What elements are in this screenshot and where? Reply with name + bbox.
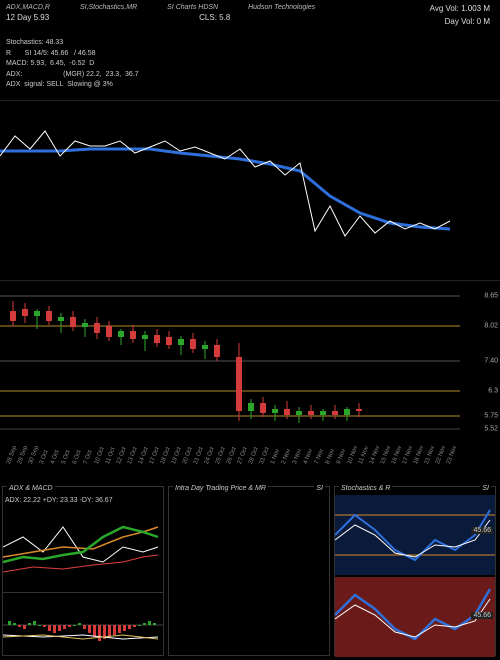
x-tick-label: 4 Oct bbox=[50, 450, 61, 466]
indicator-readout: Stochastics: 48.33 R SI 14/5: 45.66 / 46… bbox=[6, 38, 139, 91]
x-tick-label: 3 Oct bbox=[39, 450, 50, 466]
chart-header: ADX,MACD,R SI,Stochastics,MR SI Charts H… bbox=[0, 2, 500, 24]
hdr-cls: CLS: 5.8 bbox=[199, 13, 230, 22]
intraday-panel: Intra Day Trading Price & MR SI bbox=[168, 486, 330, 656]
ind-adx: ADX: (MGR) 22.2, 23.3, 36.7 bbox=[6, 70, 139, 81]
x-tick-label: 7 Nov bbox=[314, 448, 325, 465]
candlestick-chart: 8.658.027.406.35.755.52 28 Sep29 Sep30 S… bbox=[0, 280, 500, 441]
price-ma-chart bbox=[0, 100, 500, 281]
x-tick-label: 2 Nov bbox=[281, 448, 292, 465]
ind-adx-signal: ADX signal: SELL Slowing @ 3% bbox=[6, 80, 139, 91]
price-level-label: 5.52 bbox=[484, 426, 498, 433]
x-tick-label: 6 Oct bbox=[72, 450, 83, 466]
price-level-label: 8.65 bbox=[484, 293, 498, 300]
sub1-stats: ADX: 22.22 +DY: 23.33 -DY: 36.67 bbox=[5, 497, 113, 504]
sub3-label: SI bbox=[480, 485, 491, 492]
x-tick-label: 11 Oct bbox=[105, 447, 117, 465]
x-tick-label: 4 Nov bbox=[303, 448, 314, 465]
stoch-top-value: 45.66 bbox=[471, 527, 493, 534]
ind-macd: MACD: 5.93, 6.45, -0.52 D bbox=[6, 59, 139, 70]
x-tick-label: 23 Nov bbox=[446, 445, 458, 465]
stochastics-rsi-panel: Stochastics & R SI 45.66 45.66 bbox=[334, 486, 496, 656]
hdr-company: Hudson Technologies bbox=[248, 4, 315, 11]
hdr-day-vol: Day Vol: 0 M bbox=[430, 17, 490, 26]
ind-rsi: R SI 14/5: 45.66 / 46.58 bbox=[6, 49, 139, 60]
hdr-indicators-b: SI,Stochastics,MR bbox=[80, 4, 137, 11]
stoch-bot-value: 45.66 bbox=[471, 612, 493, 619]
sub1-title: ADX & MACD bbox=[7, 485, 55, 492]
price-level-label: 7.40 bbox=[484, 358, 498, 365]
hdr-avg-vol: Avg Vol: 1.003 M bbox=[430, 4, 490, 13]
price-level-label: 5.75 bbox=[484, 413, 498, 420]
ind-stochastics: Stochastics: 48.33 bbox=[6, 38, 139, 49]
hdr-twelve-day: 12 Day 5.93 bbox=[6, 13, 49, 22]
hdr-indicators-a: ADX,MACD,R bbox=[6, 4, 50, 11]
x-tick-label: 7 Oct bbox=[83, 450, 94, 466]
adx-macd-panel: ADX & MACD ADX: 22.22 +DY: 23.33 -DY: 36… bbox=[2, 486, 164, 656]
price-level-label: 6.3 bbox=[488, 388, 498, 395]
sub3-title: Stochastics & R bbox=[339, 485, 392, 492]
x-tick-label: 9 Nov bbox=[336, 448, 347, 465]
hdr-ticker: SI Charts HDSN bbox=[167, 4, 218, 11]
x-tick-label: 5 Oct bbox=[61, 450, 72, 466]
sub2-title: Intra Day Trading Price & MR bbox=[173, 485, 268, 492]
price-level-label: 8.02 bbox=[484, 323, 498, 330]
x-tick-label: 8 Nov bbox=[325, 448, 336, 465]
sub2-label: SI bbox=[314, 485, 325, 492]
x-tick-label: 3 Nov bbox=[292, 448, 303, 465]
x-tick-label: 1 Nov bbox=[270, 448, 281, 465]
